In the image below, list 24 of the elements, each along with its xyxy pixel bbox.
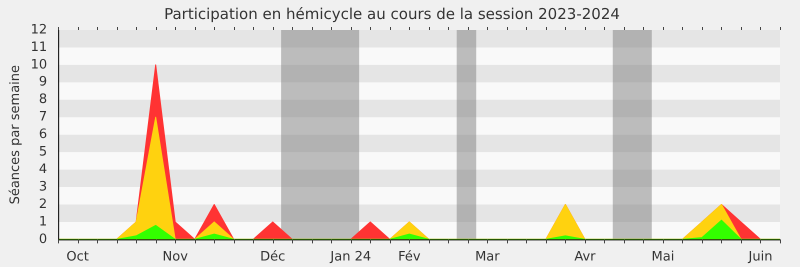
x-tick-label: Nov — [162, 250, 188, 265]
y-tick-label: 9 — [38, 74, 48, 90]
y-tick-label: 7 — [38, 110, 48, 125]
y-tick-label: 8 — [38, 92, 48, 108]
x-tick-label: Oct — [66, 250, 89, 265]
y-tick-label: 11 — [30, 40, 48, 55]
x-tick-label: Mai — [652, 250, 674, 265]
y-axis-title: Séances par semaine — [8, 64, 24, 204]
y-tick-label: 2 — [38, 196, 48, 212]
y-tick-label: 10 — [30, 57, 48, 72]
y-tick-label: 4 — [38, 162, 48, 177]
x-tick-label: Déc — [260, 250, 286, 265]
y-tick-label: 1 — [38, 214, 48, 230]
x-tick-label: Juin — [748, 250, 772, 265]
y-tick-label: 5 — [38, 144, 48, 160]
x-tick-label: Mar — [475, 250, 500, 265]
y-tick-label: 3 — [38, 179, 48, 194]
y-tick-label: 12 — [30, 22, 48, 38]
x-tick-label: Fév — [398, 250, 421, 265]
chart-title: Participation en hémicycle au cours de la session 2023-2024 — [164, 4, 620, 23]
x-tick-label: Avr — [574, 250, 596, 265]
y-tick-label: 0 — [38, 232, 48, 247]
y-tick-label: 6 — [38, 127, 48, 142]
x-tick-label: Jan 24 — [329, 250, 372, 265]
